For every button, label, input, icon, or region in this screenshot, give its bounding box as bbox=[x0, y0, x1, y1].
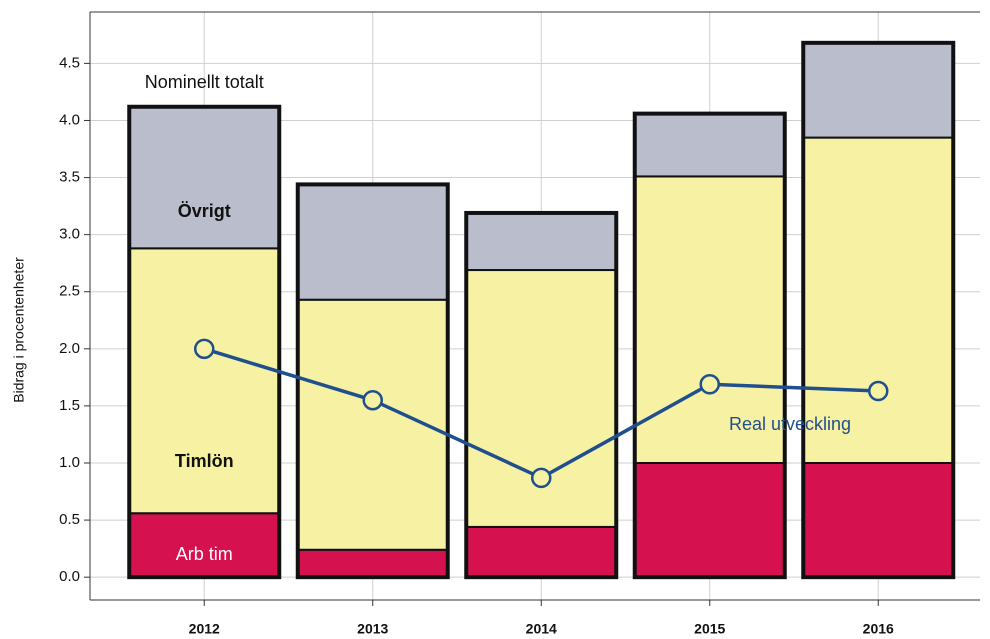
bar-outline bbox=[127, 104, 282, 580]
bar-outline bbox=[464, 210, 619, 580]
y-tick-label: 0.5 bbox=[59, 511, 80, 528]
y-axis-label: Bidrag i procentenheter bbox=[11, 257, 27, 403]
line-marker bbox=[194, 338, 215, 360]
bar-segment bbox=[128, 512, 281, 579]
bar-segment bbox=[802, 461, 955, 579]
x-tick-label: 2012 bbox=[189, 621, 220, 637]
x-tick-label: 2013 bbox=[357, 621, 388, 637]
bar-segment bbox=[465, 211, 618, 272]
annotation: Nominellt totalt bbox=[145, 72, 264, 92]
y-tick-label: 4.5 bbox=[59, 54, 80, 71]
y-tick-label: 2.5 bbox=[59, 283, 80, 300]
line-marker bbox=[868, 380, 889, 402]
y-tick-label: 1.5 bbox=[59, 397, 80, 414]
bar-outline bbox=[632, 111, 787, 580]
x-tick-label: 2016 bbox=[863, 621, 894, 637]
bar-segment bbox=[633, 461, 786, 579]
y-tick-label: 3.5 bbox=[59, 169, 80, 186]
y-tick-label: 4.0 bbox=[59, 111, 80, 128]
bar-segment bbox=[128, 247, 281, 515]
y-tick-label: 0.0 bbox=[59, 568, 80, 585]
y-tick-label: 3.0 bbox=[59, 226, 80, 243]
series-label: Övrigt bbox=[178, 201, 231, 221]
bar-outline bbox=[295, 182, 450, 580]
bar-outline bbox=[801, 40, 956, 580]
x-tick-label: 2015 bbox=[694, 621, 725, 637]
line-marker bbox=[531, 467, 552, 489]
line-marker bbox=[699, 373, 720, 395]
bar-segment bbox=[465, 525, 618, 579]
bar-segment bbox=[296, 548, 449, 579]
y-tick-label: 2.0 bbox=[59, 340, 80, 357]
bar-segment bbox=[128, 105, 281, 250]
bar-segment bbox=[296, 183, 449, 301]
y-tick-label: 1.0 bbox=[59, 454, 80, 471]
bar-segment bbox=[802, 136, 955, 464]
bar-segment bbox=[633, 112, 786, 178]
series-label: Arb tim bbox=[176, 544, 233, 564]
x-tick-label: 2014 bbox=[526, 621, 557, 637]
series-label: Real utveckling bbox=[729, 414, 851, 434]
series-label: Timlön bbox=[175, 451, 234, 471]
bar-segment bbox=[465, 269, 618, 528]
bar-segment bbox=[802, 41, 955, 139]
line-marker bbox=[362, 389, 383, 411]
